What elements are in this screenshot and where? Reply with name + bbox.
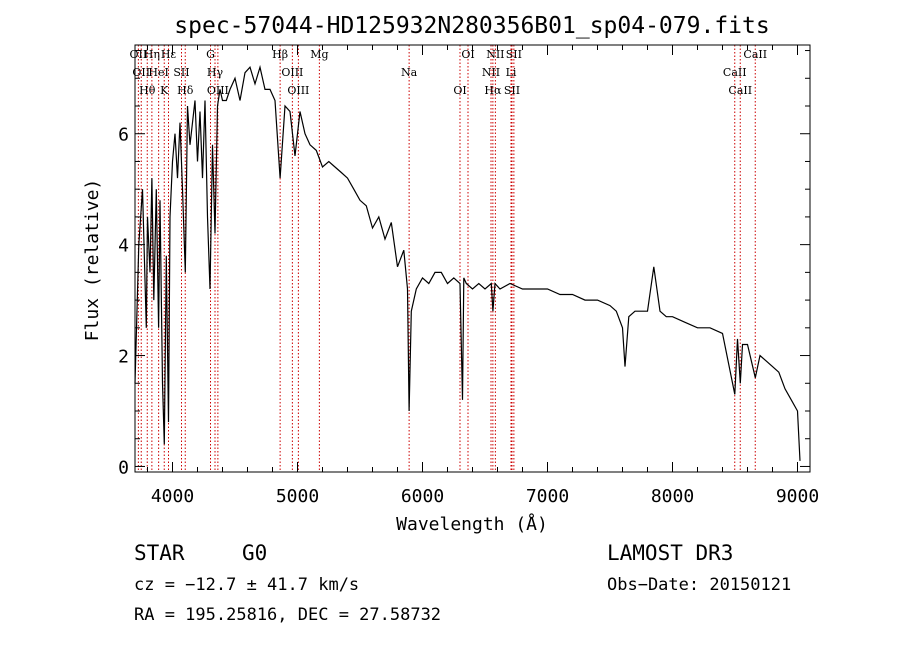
spectral-line-label: Hα [484,84,502,97]
y-tick-label: 0 [118,457,129,478]
y-tick-label: 2 [118,347,129,368]
spectral-line-label: G [206,48,215,61]
spectral-line-label: SII [504,84,520,97]
object-class: STAR [134,541,185,565]
plot-axes: 4000 5000 6000 7000 8000 9000 0 2 4 6 [118,44,819,507]
spectral-line-label: Hδ [177,84,194,97]
spectral-line-label: Hη [144,48,160,61]
spectral-line-label: Mg [310,48,328,61]
survey-name: LAMOST DR3 [607,541,733,565]
spectral-line-label: CaII [743,48,767,61]
x-tick-label: 8000 [651,486,694,507]
x-tick-label: 5000 [276,486,319,507]
redshift-value: cz = −12.7 ± 41.7 km/s [134,575,359,595]
x-axis-label: Wavelength (Å) [396,513,548,535]
x-tick-label: 4000 [151,486,194,507]
spectral-line-label: OI [453,84,466,97]
coordinates: RA = 195.25816, DEC = 27.58732 [134,605,441,625]
spectrum-line [134,64,801,461]
spectral-line-label: NII [482,66,500,79]
spectral-line-label: OI [461,48,474,61]
spectrum-series [134,64,801,461]
chart-title: spec-57044-HD125932N280356B01_sp04-079.f… [174,13,769,39]
spectral-line-label: OII [132,66,150,79]
spectral-line-label: Na [401,66,418,79]
spectral-line-label: Hε [161,48,177,61]
spectral-line-label: OIII [207,84,229,97]
spectral-line-label: NII [486,48,504,61]
plot-frame [134,44,811,473]
spectral-line-label: HeI [148,66,168,79]
spectral-line-label: CaII [723,66,747,79]
spectral-line-label: OII [130,48,148,61]
x-tick-label: 6000 [401,486,444,507]
spectral-line-labels: OII OII Hθ Hη HeI K Hε SII Hδ G Hγ OIII Hβ OIII OIII Mg… [130,48,768,97]
y-tick-label: 4 [118,236,129,257]
spectral-line-label: CaII [728,84,752,97]
spectral-line-label: SII [506,48,522,61]
y-axis-label: Flux (relative) [82,179,103,342]
spectral-line-label: Hθ [139,84,156,97]
spectral-line-markers [137,45,756,472]
spectral-line-label: Hγ [207,66,224,79]
spectral-line-label: OIII [287,84,309,97]
x-tick-label: 9000 [776,486,819,507]
spectral-line-label: OIII [281,66,303,79]
y-tick-label: 6 [118,125,129,146]
subclass: G0 [242,541,267,565]
spectral-line-label: Li [506,66,517,79]
spectral-line-label: SII [173,66,189,79]
x-tick-label: 7000 [526,486,569,507]
obs-date: Obs−Date: 20150121 [607,575,791,595]
spectral-line-label: Hβ [272,48,288,61]
spectral-line-label: K [160,84,169,97]
